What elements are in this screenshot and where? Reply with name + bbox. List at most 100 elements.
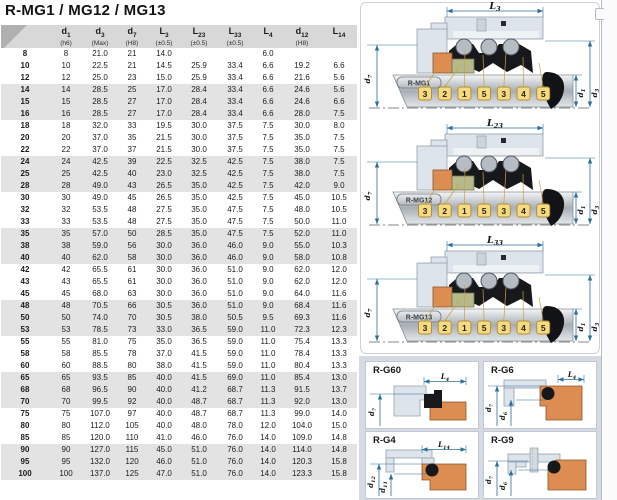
diagram-label: R-MG12 <box>406 198 433 205</box>
callout-2 <box>437 320 452 335</box>
table-cell: 24.6 <box>283 83 321 96</box>
table-cell: 25 <box>117 83 147 96</box>
table-cell: 19.5 <box>156 120 172 130</box>
svg-text:d7: d7 <box>367 407 378 416</box>
table-cell: 65 <box>49 371 83 384</box>
table-cell: 40 <box>49 251 83 264</box>
table-cell: 53 <box>49 323 83 336</box>
svg-text:3: 3 <box>501 89 506 99</box>
seat-ring <box>432 169 453 191</box>
table-cell: 60 <box>20 360 30 370</box>
table-cell: 48.7 <box>181 395 217 408</box>
table-cell: 7.5 <box>253 227 283 240</box>
table-cell: 32.0 <box>92 120 108 130</box>
svg-text:d1: d1 <box>576 206 587 215</box>
table-cell: 15.8 <box>321 455 357 468</box>
table-cell: 69.3 <box>283 311 321 324</box>
table-cell: 25.0 <box>92 72 108 82</box>
table-cell: 7.5 <box>333 144 345 154</box>
page-edge-strip <box>595 0 617 500</box>
table-cell <box>181 48 217 60</box>
table-cell: 6.6 <box>321 95 357 108</box>
table-cell: 50 <box>49 311 83 324</box>
svg-text:d7: d7 <box>484 475 495 484</box>
svg-text:L33: L33 <box>486 235 503 247</box>
table-cell: 114.0 <box>283 443 321 456</box>
table-cell: 9.0 <box>253 251 283 264</box>
table-cell: 17.0 <box>147 107 181 120</box>
table-cell: 32.5 <box>181 155 217 168</box>
table-cell: 11.3 <box>253 383 283 396</box>
svg-text:d7: d7 <box>363 308 374 317</box>
table-cell: 7.5 <box>253 167 283 180</box>
table-cell: 14.0 <box>253 455 283 468</box>
panel-title: R-G60 <box>373 365 401 376</box>
spring <box>502 38 520 56</box>
svg-text:5: 5 <box>541 206 546 216</box>
table-cell: 45 <box>61 288 71 298</box>
svg-text:d7: d7 <box>363 191 374 200</box>
table-cell: 105 <box>125 420 139 430</box>
table-cell: 37.5 <box>227 132 243 142</box>
table-cell: 76.0 <box>217 467 253 480</box>
table-cell: 11.0 <box>260 336 276 346</box>
table-cell: 25.9 <box>191 60 207 70</box>
table-cell: 75 <box>61 408 71 418</box>
table-cell: 46.0 <box>147 455 181 468</box>
table-row: 8 8 21.0 21 14.0 6.0 <box>1 48 357 60</box>
table-cell: 30 <box>61 192 71 202</box>
table-cell: 92 <box>117 395 147 408</box>
table-cell: 12.0 <box>331 276 347 286</box>
table-cell: 100 <box>49 467 83 480</box>
table-cell: 55 <box>20 336 30 346</box>
table-row: 85 85 120.0 110 41.0 46.0 76.0 14.0 109.0 14.8 <box>1 432 357 444</box>
table-cell: 90 <box>1 443 49 456</box>
callout-3 <box>418 320 432 335</box>
table-cell: 36.0 <box>181 239 217 252</box>
svg-text:L4: L4 <box>567 370 577 381</box>
table-cell: 6.6 <box>262 72 274 82</box>
table-cell: 81.0 <box>92 336 108 346</box>
callout-1 <box>457 320 472 335</box>
table-row: 80 80 112.0 105 40.0 48.0 78.0 12.0 104.0 15.0 <box>1 420 357 432</box>
table-cell: 13.3 <box>331 348 347 358</box>
table-cell: 10 <box>20 60 30 70</box>
svg-text:2: 2 <box>442 323 447 333</box>
svg-text:d3: d3 <box>590 205 599 214</box>
table-cell: 28 <box>49 179 83 192</box>
table-cell: 45 <box>127 192 137 202</box>
table-cell: 28.5 <box>147 227 181 240</box>
table-cell: 42.5 <box>83 167 117 180</box>
panel-R-G4: R-G4 L14 d12 d11 <box>365 431 479 499</box>
table-cell: 72.3 <box>283 323 321 336</box>
table-cell: 51.0 <box>227 288 243 298</box>
table-cell: 33.4 <box>227 72 243 82</box>
table-cell: 47.0 <box>147 467 181 480</box>
seal-face <box>451 58 475 74</box>
table-cell: 21.0 <box>92 48 108 58</box>
table-cell: 80 <box>20 420 30 430</box>
svg-text:3: 3 <box>423 206 428 216</box>
table-cell: 78.5 <box>83 323 117 336</box>
table-cell: 68.7 <box>227 408 243 418</box>
table-cell: 14.0 <box>253 443 283 456</box>
table-cell: 40.0 <box>156 408 172 418</box>
table-cell: 41.5 <box>181 371 217 384</box>
table-cell: 30.0 <box>147 239 181 252</box>
table-row: 30 30 49.0 45 26.5 35.0 42.5 7.5 45.0 10.5 <box>1 192 357 204</box>
table-cell: 61 <box>127 276 137 286</box>
table-cell: 33.4 <box>217 107 253 120</box>
table-cell: 14 <box>1 83 49 96</box>
table-cell: 68.0 <box>92 288 108 298</box>
table-cell: 27 <box>117 107 147 120</box>
table-cell: 7.5 <box>321 107 357 120</box>
callout-5 <box>536 320 551 335</box>
svg-text:4: 4 <box>521 206 526 216</box>
table-cell: 22 <box>61 144 71 154</box>
table-cell: 19.2 <box>294 60 310 70</box>
table-cell: 43 <box>20 276 30 286</box>
table-cell: 76.0 <box>227 432 243 442</box>
table-cell: 59.0 <box>227 360 243 370</box>
table-cell: 64.0 <box>294 288 310 298</box>
table-cell: 10.5 <box>331 204 347 214</box>
